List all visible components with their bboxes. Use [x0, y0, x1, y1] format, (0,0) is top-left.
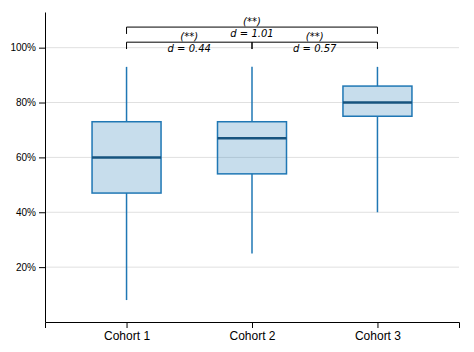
x-tick: Cohort 2	[229, 322, 275, 343]
x-axis-line	[46, 323, 460, 329]
x-axis: Cohort 1 Cohort 2 Cohort 3	[46, 322, 460, 343]
y-tick-mark	[39, 267, 45, 268]
y-tick-mark	[39, 103, 45, 104]
bracket-label-top: (**)	[306, 31, 324, 42]
y-tick-label: 20%	[16, 262, 36, 273]
x-tick-label: Cohort 2	[229, 329, 275, 343]
bracket: (**)d = 1.01	[127, 16, 378, 38]
bracket-label-mid: d = 1.01	[230, 28, 273, 39]
grid	[45, 48, 459, 267]
lower-whisker	[126, 193, 128, 300]
bracket-label-mid: d = 0.44	[168, 43, 211, 54]
boxes	[92, 67, 412, 300]
y-axis-line	[45, 13, 46, 323]
y-tick-label: 100%	[10, 42, 36, 53]
y-tick: 60%	[16, 152, 45, 163]
box-body	[92, 122, 161, 193]
y-tick-mark	[39, 157, 45, 158]
y-tick: 20%	[16, 262, 45, 273]
y-tick-mark	[39, 212, 45, 213]
box-body	[343, 86, 412, 116]
upper-whisker	[377, 67, 379, 86]
x-tick: Cohort 1	[104, 322, 150, 343]
upper-whisker	[126, 67, 128, 122]
y-tick-label: 80%	[16, 97, 36, 108]
box	[343, 67, 412, 212]
box	[218, 67, 287, 254]
median	[92, 156, 161, 159]
y-tick: 100%	[10, 42, 45, 53]
lower-whisker	[251, 174, 253, 254]
median	[343, 101, 412, 104]
x-tick-label: Cohort 3	[355, 329, 401, 343]
y-axis: 20% 40% 60% 80% 100%	[10, 13, 45, 323]
median	[218, 137, 287, 140]
bracket-label-top: (**)	[180, 31, 198, 42]
box	[92, 67, 161, 300]
y-tick-label: 60%	[16, 152, 36, 163]
grid-line	[45, 267, 459, 268]
y-tick-mark	[39, 48, 45, 49]
box-body	[218, 122, 287, 174]
upper-whisker	[251, 67, 253, 122]
annotations: (**)d = 0.44(**)d = 0.57(**)d = 1.01	[127, 16, 378, 54]
y-tick: 40%	[16, 207, 45, 218]
x-tick-mark	[252, 322, 253, 328]
x-tick-mark	[127, 322, 128, 328]
bracket-label-mid: d = 0.57	[293, 43, 337, 54]
x-tick: Cohort 3	[355, 322, 401, 343]
plot-area: 20% 40% 60% 80% 100% Cohort 1 Cohort 2 Cohort 3…	[10, 13, 459, 343]
y-tick: 80%	[16, 97, 45, 108]
lower-whisker	[377, 116, 379, 212]
x-tick-label: Cohort 1	[104, 329, 150, 343]
bracket-label-top: (**)	[243, 16, 261, 27]
x-tick-mark	[377, 322, 378, 328]
y-tick-label: 40%	[16, 207, 36, 218]
chart: 20% 40% 60% 80% 100% Cohort 1 Cohort 2 Cohort 3…	[0, 0, 474, 352]
